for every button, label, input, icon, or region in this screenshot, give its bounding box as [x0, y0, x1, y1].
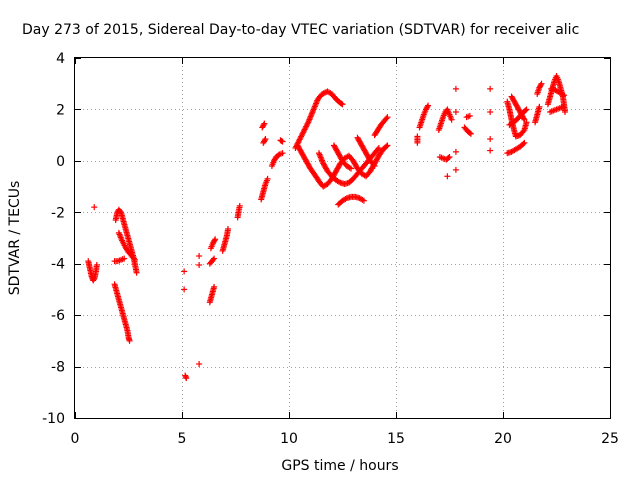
- data-point: [384, 114, 391, 121]
- data-point: [133, 269, 140, 276]
- data-point: [560, 92, 567, 99]
- y-tick-label: -2: [51, 205, 65, 221]
- data-point: [487, 85, 494, 92]
- data-point: [261, 120, 268, 127]
- data-point: [448, 116, 455, 123]
- data-point: [196, 262, 203, 268]
- data-point: [339, 101, 346, 108]
- x-tick-label: 20: [494, 431, 512, 447]
- data-point: [196, 361, 203, 367]
- data-point: [126, 337, 133, 344]
- x-tick-labels: 0 5 10 15 20 25: [71, 431, 619, 447]
- data-point: [467, 130, 474, 137]
- data-point: [452, 85, 459, 92]
- data-point: [414, 133, 421, 140]
- data-point: [521, 139, 528, 146]
- data-point: [536, 103, 543, 110]
- y-tick-label: -6: [51, 308, 65, 324]
- data-point: [537, 82, 544, 88]
- data-point: [375, 145, 382, 151]
- data-point: [520, 115, 527, 122]
- y-tick-label: -10: [42, 411, 65, 427]
- data-point: [338, 100, 345, 107]
- data-point: [225, 226, 232, 232]
- data-point: [520, 140, 527, 147]
- data-point: [183, 375, 190, 382]
- data-point: [445, 154, 452, 161]
- data-point: [371, 163, 378, 169]
- data-point: [262, 136, 269, 142]
- data-point: [370, 161, 377, 168]
- data-point: [261, 137, 268, 144]
- data-point: [452, 109, 459, 115]
- data-point: [466, 112, 473, 119]
- data-point: [466, 130, 473, 136]
- data-point: [211, 283, 218, 290]
- x-tick-label: 25: [601, 431, 619, 447]
- y-tick-label: 0: [56, 154, 65, 170]
- data-point: [452, 148, 459, 155]
- data-point: [487, 109, 494, 115]
- data-point: [444, 173, 451, 180]
- data-point: [425, 102, 432, 109]
- data-point: [211, 255, 218, 262]
- y-tick-label: 4: [56, 51, 65, 67]
- data-point: [538, 80, 545, 87]
- data-point: [384, 142, 391, 149]
- data-point: [374, 146, 381, 153]
- data-point: [210, 256, 217, 263]
- y-axis-title: SDTVAR / TECUs: [7, 181, 23, 296]
- y-tick-label: -8: [51, 360, 65, 376]
- data-point: [181, 286, 188, 293]
- data-point: [446, 154, 453, 160]
- data-point: [521, 116, 528, 123]
- data-point: [90, 276, 97, 283]
- data-point: [279, 138, 286, 145]
- x-tick-label: 10: [280, 431, 298, 447]
- data-point: [522, 107, 529, 114]
- data-point: [91, 204, 98, 211]
- data-point: [523, 106, 530, 113]
- data-point: [130, 255, 137, 262]
- data-point: [487, 147, 494, 154]
- x-tick-label: 15: [387, 431, 405, 447]
- data-marks: [85, 73, 569, 382]
- data-point: [424, 103, 431, 110]
- data-point: [383, 115, 390, 122]
- grid: [75, 58, 610, 418]
- data-point: [212, 236, 219, 243]
- data-point: [559, 103, 566, 110]
- data-point: [236, 202, 243, 209]
- x-tick-label: 5: [178, 431, 187, 447]
- data-point: [121, 255, 128, 262]
- data-point: [278, 137, 285, 144]
- plot-frame: [74, 57, 611, 419]
- data-point: [260, 121, 267, 128]
- data-point: [196, 253, 203, 259]
- data-point: [211, 237, 218, 244]
- data-point: [320, 90, 327, 97]
- data-point: [93, 262, 100, 268]
- y-tick-labels: -10 -8 -6 -4 -2 0 2 4: [42, 51, 65, 427]
- data-point: [181, 268, 188, 275]
- data-point: [264, 175, 271, 182]
- data-point: [319, 91, 326, 97]
- data-point: [131, 256, 138, 263]
- x-tick-label: 0: [71, 431, 80, 447]
- y-tick-label: 2: [56, 102, 65, 118]
- data-point: [487, 136, 494, 142]
- data-point: [383, 143, 390, 150]
- data-point: [279, 150, 286, 157]
- data-point: [348, 165, 355, 172]
- axis-ticks: [75, 58, 611, 419]
- data-point: [452, 166, 459, 173]
- y-tick-label: -4: [51, 257, 65, 273]
- chart-title: Day 273 of 2015, Sidereal Day-to-day VTE…: [22, 22, 579, 38]
- data-point: [360, 197, 367, 204]
- x-axis-title: GPS time / hours: [281, 458, 398, 474]
- data-point: [562, 109, 569, 115]
